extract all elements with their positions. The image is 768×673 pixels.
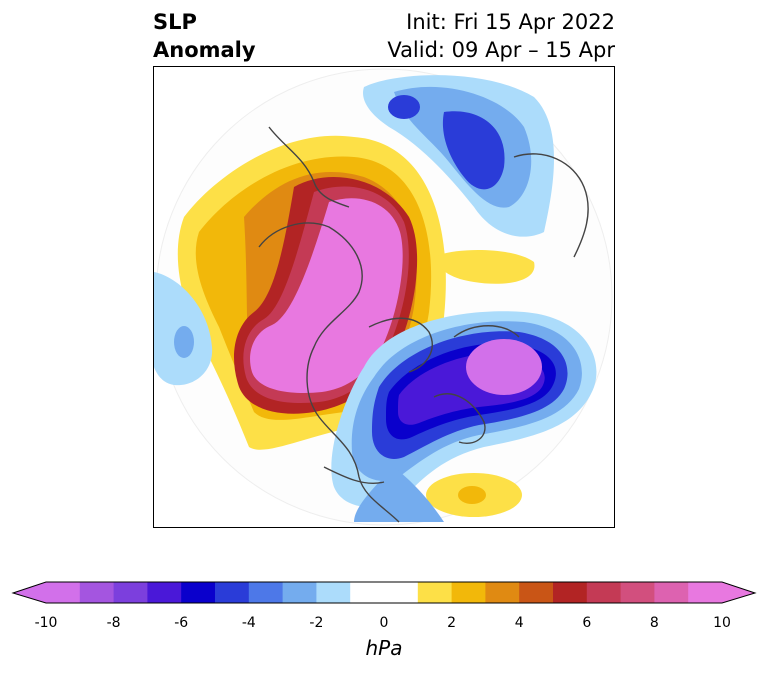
colorbar-tick: -10 <box>34 615 58 631</box>
colorbar-segments <box>46 582 723 603</box>
colorbar-tick: 8 <box>649 615 659 631</box>
init-date: Init: Fri 15 Apr 2022 <box>406 10 615 34</box>
colorbar-tick: 6 <box>582 615 592 631</box>
colorbar-segment <box>417 582 453 603</box>
colorbar-segment <box>451 582 486 603</box>
colorbar-segment <box>46 582 81 603</box>
colorbar-segment <box>519 582 554 603</box>
colorbar-unit: hPa <box>365 636 403 660</box>
colorbar-segment <box>350 582 385 603</box>
colorbar-segment <box>113 582 148 603</box>
colorbar-min-arrow <box>13 582 46 603</box>
southern-positive-lobe <box>426 250 535 517</box>
colorbar-segment <box>688 582 723 603</box>
colorbar-tick: 10 <box>713 615 731 631</box>
colorbar-segment <box>620 582 655 603</box>
colorbar-tick: 0 <box>379 615 389 631</box>
colorbar-segment <box>79 582 115 603</box>
colorbar-segment <box>553 582 588 603</box>
polar-map <box>153 66 615 528</box>
colorbar-segment <box>282 582 317 603</box>
colorbar-segment <box>586 582 622 603</box>
colorbar <box>11 581 757 604</box>
colorbar-segment <box>316 582 351 603</box>
valid-range: Valid: 09 Apr – 15 Apr <box>387 38 615 62</box>
colorbar-tick: -6 <box>174 615 189 631</box>
colorbar-max-arrow <box>722 582 755 603</box>
colorbar-segment <box>215 582 250 603</box>
coastlines <box>258 126 589 523</box>
title-variable: SLP <box>153 10 197 34</box>
colorbar-tick: -2 <box>309 615 324 631</box>
colorbar-segment <box>384 582 419 603</box>
forecast-info: Init: Fri 15 Apr 2022 Valid: 09 Apr – 15… <box>387 8 615 64</box>
colorbar-segment <box>485 582 520 603</box>
colorbar-segment <box>147 582 182 603</box>
colorbar-outline <box>11 581 757 604</box>
colorbar-tick: 2 <box>447 615 457 631</box>
colorbar-segment <box>181 582 216 603</box>
colorbar-tick: 4 <box>514 615 524 631</box>
colorbar-tick: -8 <box>106 615 121 631</box>
colorbar-segment <box>654 582 689 603</box>
colorbar-segment <box>248 582 284 603</box>
map-title: SLP Anomaly <box>153 8 256 64</box>
anomaly-map-svg <box>154 68 613 526</box>
colorbar-tick: -4 <box>241 615 256 631</box>
title-field: Anomaly <box>153 38 256 62</box>
western-negative-lobe <box>154 272 213 386</box>
